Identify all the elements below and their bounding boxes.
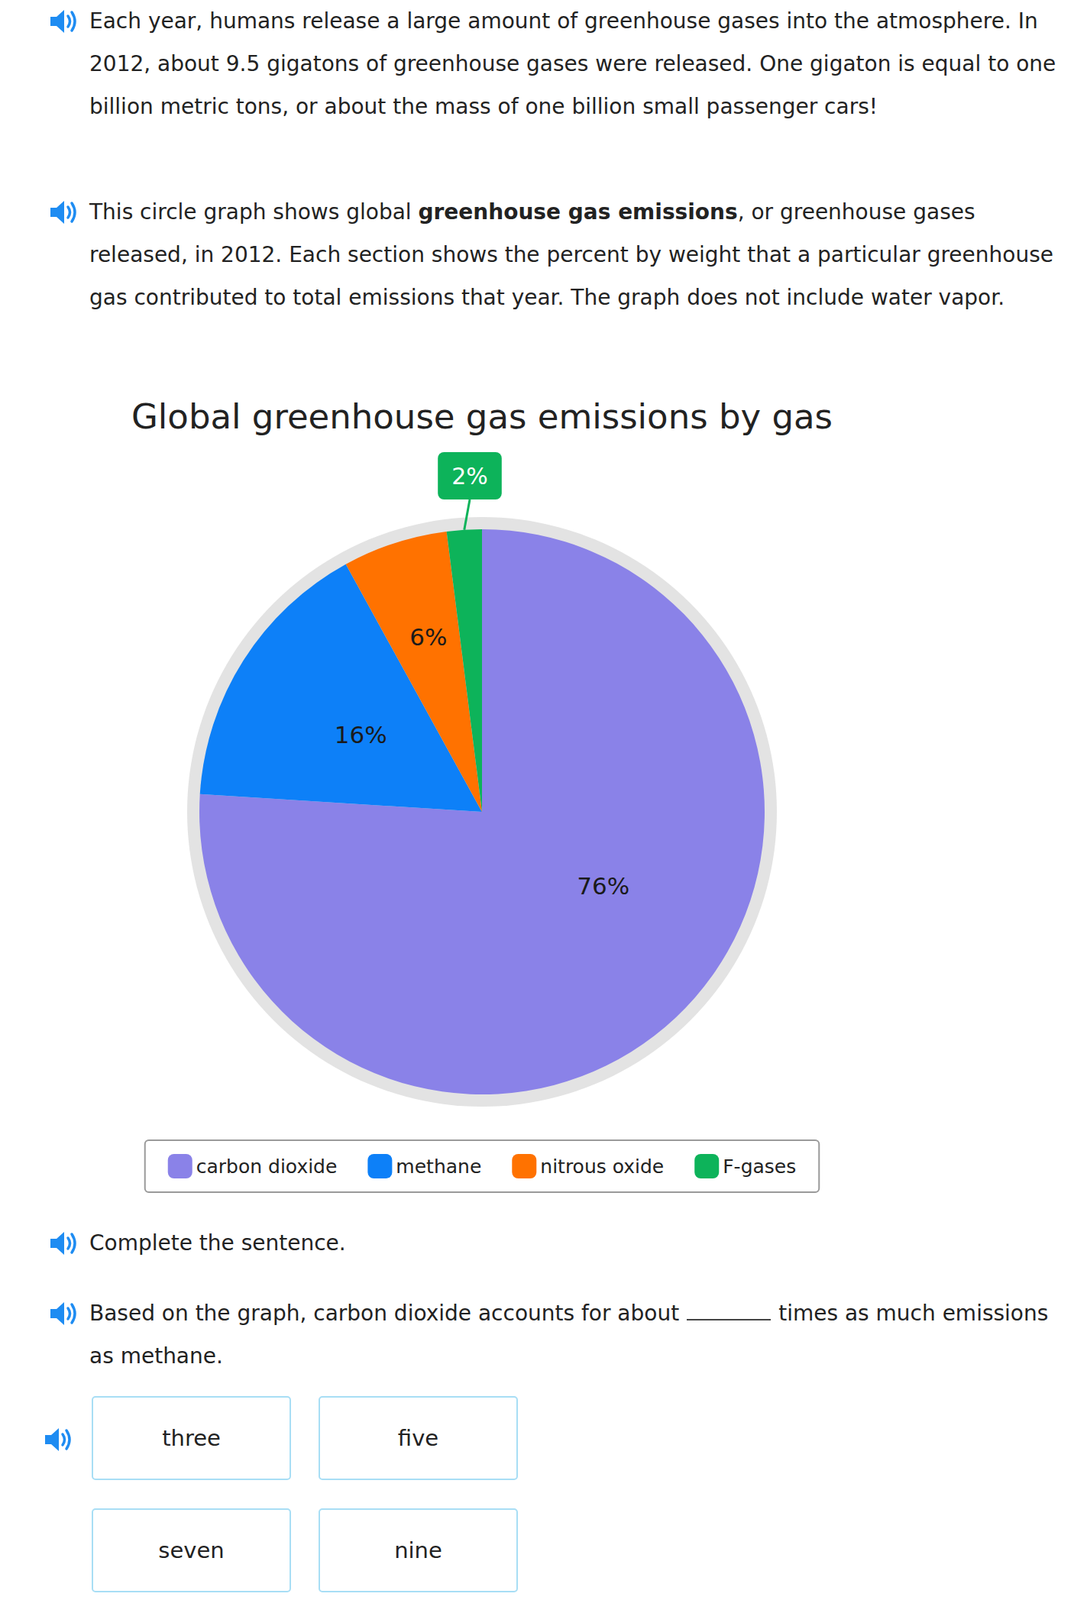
svg-text:methane: methane [395, 1155, 482, 1178]
html-text:Complete the sentence.: Complete the sentence. [89, 1230, 346, 1256]
html-text:times as much emissions as met: times as much emissions as methane. [89, 1300, 1049, 1369]
svg-text:nitrous oxide: nitrous oxide [540, 1155, 664, 1178]
html-text:nine: nine [394, 1537, 443, 1564]
svg-text:carbon dioxide: carbon dioxide [196, 1155, 338, 1178]
svg-text:16%: 16% [334, 721, 388, 749]
svg-text:Global greenhouse gas emission: Global greenhouse gas emissions by gas [131, 396, 833, 437]
html-text:seven: seven [158, 1537, 225, 1564]
html-text:three: three [162, 1425, 221, 1452]
html-text:This circle graph shows global: This circle graph shows global greenhous… [89, 199, 1054, 311]
html-text:Each year, humans release a la: Each year, humans release a large amount… [89, 8, 1056, 120]
html-text:Based on the graph, carbon dio: Based on the graph, carbon dioxide accou… [89, 1300, 680, 1327]
svg-text:2%: 2% [451, 462, 489, 490]
html-text:five: five [397, 1425, 439, 1452]
svg-text:76%: 76% [576, 872, 630, 900]
svg-text:6%: 6% [409, 623, 447, 651]
svg-text:F-gases: F-gases [722, 1155, 796, 1178]
